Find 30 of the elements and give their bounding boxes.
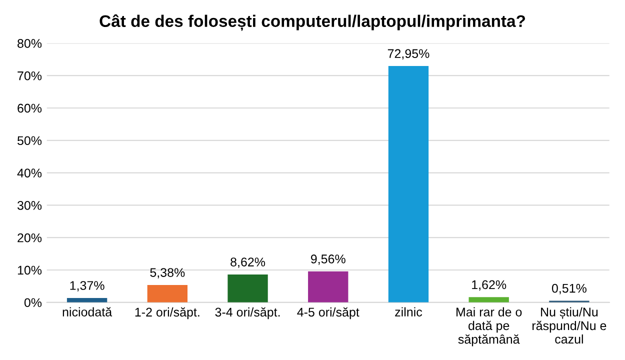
data-label: 72,95% bbox=[388, 49, 430, 60]
chart-title: Cât de des folosești computerul/laptopul/imprimanta? bbox=[100, 14, 526, 31]
x-tick-label: 4-5 ori/săpt bbox=[297, 307, 360, 320]
x-tick-label: zilnic bbox=[395, 307, 422, 316]
y-tick-label: 10% bbox=[18, 266, 42, 275]
bar bbox=[228, 274, 268, 302]
bar bbox=[66, 298, 108, 302]
y-tick-label: 60% bbox=[18, 104, 42, 113]
y-tick-label: 70% bbox=[18, 71, 42, 80]
y-tick-label: 50% bbox=[17, 136, 42, 146]
y-tick-label: 20% bbox=[18, 233, 42, 242]
bar bbox=[468, 297, 509, 302]
x-tick-label: Nu știu/Nu răspund/Nu e cazul bbox=[532, 307, 606, 344]
bar bbox=[388, 66, 429, 302]
bar bbox=[308, 271, 348, 302]
x-tick-label: niciodată bbox=[62, 307, 112, 316]
y-tick-label: 0% bbox=[24, 298, 42, 308]
data-label: 9,56% bbox=[310, 254, 346, 265]
data-label: 1,37% bbox=[70, 281, 104, 292]
y-tick-label: 80% bbox=[18, 39, 42, 48]
y-tick-label: 40% bbox=[17, 168, 42, 178]
x-tick-label: 3-4 ori/săpt. bbox=[215, 307, 280, 320]
data-label: 8,62% bbox=[230, 258, 266, 268]
x-tick-label: 1-2 ori/săpt. bbox=[135, 307, 200, 320]
data-label: 1,62% bbox=[472, 280, 506, 291]
data-label: 5,38% bbox=[150, 268, 185, 278]
y-tick-label: 30% bbox=[17, 201, 42, 210]
bar bbox=[147, 284, 188, 302]
data-label: 0,51% bbox=[552, 284, 586, 294]
x-tick-label: Mai rar de o dată pe săptămână bbox=[456, 307, 522, 346]
